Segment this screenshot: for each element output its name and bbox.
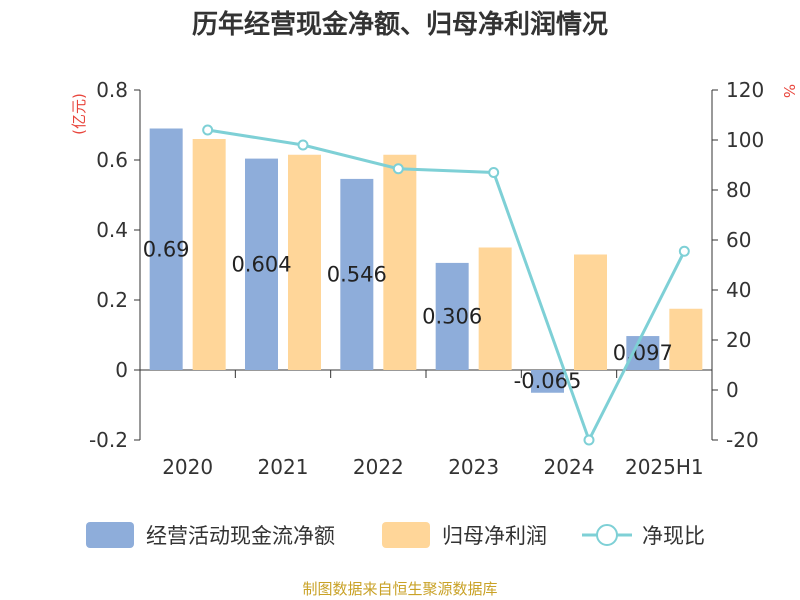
right-axis-tick-label: 100 <box>726 128 764 152</box>
x-axis-category-label: 2021 <box>258 455 309 479</box>
cash-flow-data-label: 0.097 <box>613 341 673 365</box>
cash-flow-bar <box>531 370 564 393</box>
legend-cash-flow-label: 经营活动现金流净额 <box>146 524 335 548</box>
cash-flow-data-label: 0.546 <box>327 262 387 286</box>
ratio-line <box>207 128 686 444</box>
left-axis-tick-label: -0.2 <box>89 428 128 452</box>
x-axis-category-label: 2022 <box>353 455 404 479</box>
cash-flow-data-label: 0.69 <box>143 237 190 261</box>
cash-flow-data-label: 0.604 <box>231 252 291 276</box>
left-axis-tick-label: 0 <box>115 358 128 382</box>
right-axis-tick-label: 120 <box>726 78 764 102</box>
net-profit-bar <box>478 247 512 370</box>
ratio-point <box>488 167 500 178</box>
net-profit-bar <box>574 254 607 370</box>
legend-ratio-marker <box>596 524 618 546</box>
cash-flow-bar <box>340 178 374 370</box>
ratio-point <box>297 139 309 151</box>
ratio-point <box>202 124 214 136</box>
x-axis-category-label: 2024 <box>544 455 595 479</box>
right-axis-tick-label: 60 <box>726 228 751 252</box>
source-note: 制图数据来自恒生聚源数据库 <box>302 580 498 598</box>
left-axis-tick-label: 0.2 <box>96 288 128 312</box>
ratio-point <box>392 163 404 175</box>
right-axis-tick-label: 20 <box>726 328 751 352</box>
legend-net-profit-swatch <box>382 522 430 548</box>
cash-flow-bar <box>245 158 278 370</box>
x-axis-category-label: 2020 <box>162 455 213 479</box>
cash-flow-bar <box>435 262 469 370</box>
cash-flow-data-label: 0.306 <box>422 304 482 328</box>
left-axis-tick-label: 0.6 <box>96 148 128 172</box>
net-profit-bar <box>288 154 321 370</box>
net-profit-bar <box>383 154 417 370</box>
legend-cash-flow-swatch <box>86 522 134 548</box>
net-profit-bar <box>192 139 226 370</box>
ratio-point <box>678 245 690 257</box>
left-axis-tick-label: 0.4 <box>96 218 128 242</box>
right-axis-unit: % <box>780 84 798 98</box>
x-axis-category-label: 2025H1 <box>625 455 704 479</box>
x-axis-category-label: 2023 <box>448 455 499 479</box>
ratio-point <box>583 434 595 446</box>
legend-ratio-label: 净现比 <box>642 524 705 548</box>
legend-net-profit-label: 归母净利润 <box>442 524 547 548</box>
right-axis-tick-label: 0 <box>726 378 739 402</box>
right-axis-tick-label: 40 <box>726 278 751 302</box>
cash-flow-bar <box>149 128 183 370</box>
left-axis-unit: (亿元) <box>70 93 88 135</box>
chart-title: 历年经营现金净额、归母净利润情况 <box>191 10 608 40</box>
right-axis-tick-label: -20 <box>726 428 759 452</box>
net-profit-bar <box>669 308 703 370</box>
right-axis-tick-label: 80 <box>726 178 751 202</box>
left-axis-tick-label: 0.8 <box>96 78 128 102</box>
